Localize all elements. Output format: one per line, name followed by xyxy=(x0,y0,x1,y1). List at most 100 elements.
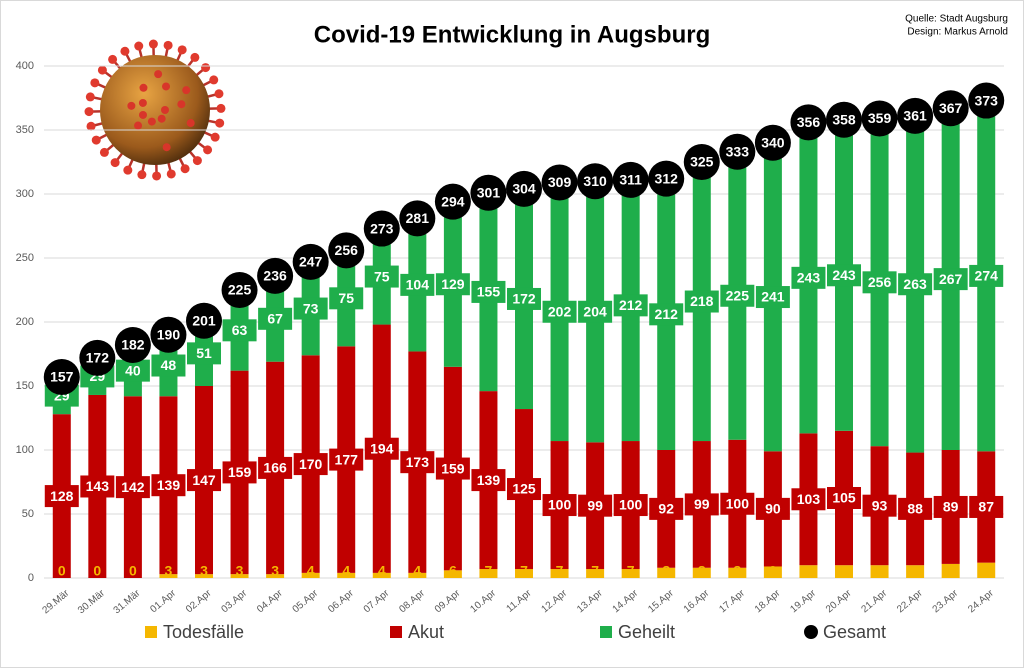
total-label: 201 xyxy=(192,312,216,328)
label-box xyxy=(400,273,435,296)
virus-spot xyxy=(162,143,171,152)
legend-swatch xyxy=(390,626,402,638)
value-label: 263 xyxy=(903,276,927,292)
virus-spike-tip xyxy=(166,169,176,179)
value-label: 90 xyxy=(765,501,781,517)
value-label: 104 xyxy=(406,277,430,293)
death-label: 4 xyxy=(378,563,386,579)
bar-0 xyxy=(230,574,249,578)
total-marker xyxy=(932,90,969,127)
virus-spike-tip xyxy=(180,164,190,174)
label-box xyxy=(649,497,684,520)
label-box xyxy=(471,280,506,303)
value-label: 147 xyxy=(192,472,216,488)
virus-spike-tip xyxy=(190,52,200,62)
total-label: 310 xyxy=(583,173,607,189)
total-marker xyxy=(79,339,116,376)
bar-0 xyxy=(692,567,711,578)
label-box xyxy=(258,307,293,330)
label-box xyxy=(258,456,293,479)
total-label: 304 xyxy=(512,181,536,197)
value-label: 103 xyxy=(797,491,821,507)
value-label: 172 xyxy=(512,291,536,307)
total-marker xyxy=(541,164,578,201)
total-marker xyxy=(434,183,471,220)
value-label: 177 xyxy=(335,451,359,467)
value-label: 202 xyxy=(548,303,572,319)
label-box xyxy=(435,273,470,296)
total-label: 367 xyxy=(939,100,963,116)
label-box xyxy=(187,342,221,365)
label-box xyxy=(755,286,790,309)
value-label: 63 xyxy=(232,322,248,338)
label-box xyxy=(898,497,933,520)
value-label: 99 xyxy=(694,496,710,512)
total-label: 359 xyxy=(868,110,892,126)
value-label: 88 xyxy=(907,501,923,517)
total-label: 340 xyxy=(761,135,785,151)
death-label: 3 xyxy=(200,563,208,579)
value-label: 75 xyxy=(338,290,354,306)
label-box xyxy=(684,493,719,516)
label-box xyxy=(862,271,897,294)
total-label: 358 xyxy=(832,111,856,127)
value-label: 125 xyxy=(512,481,536,497)
virus-spot xyxy=(127,101,136,110)
bar-0 xyxy=(515,569,533,578)
total-marker xyxy=(186,302,222,339)
value-label: 212 xyxy=(655,306,679,322)
value-label: 51 xyxy=(196,345,212,361)
value-label: 67 xyxy=(267,311,283,327)
death-label: 7 xyxy=(485,563,493,579)
virus-spot xyxy=(182,86,191,95)
total-marker xyxy=(292,243,329,280)
virus-spike-tip xyxy=(177,45,187,55)
total-marker xyxy=(648,160,685,197)
death-label: 8 xyxy=(698,563,706,579)
chart-title: Covid-19 Entwicklung in Augsburg xyxy=(314,21,710,48)
value-label: 173 xyxy=(406,454,430,470)
legend-swatch xyxy=(804,625,818,639)
death-label: 10 xyxy=(907,563,923,579)
death-label: 9 xyxy=(769,563,777,579)
value-label: 256 xyxy=(868,274,892,290)
death-label: 7 xyxy=(520,563,528,579)
total-marker xyxy=(612,161,649,198)
label-box xyxy=(364,437,399,460)
virus-spike-tip xyxy=(99,147,109,157)
total-marker xyxy=(506,170,542,207)
death-label: 4 xyxy=(413,563,421,579)
value-label: 100 xyxy=(726,495,750,511)
death-label: 4 xyxy=(307,563,315,579)
label-box xyxy=(613,494,648,517)
value-label: 159 xyxy=(228,464,252,480)
total-label: 190 xyxy=(157,327,181,343)
value-label: 139 xyxy=(157,477,181,493)
virus-spot xyxy=(177,100,186,109)
label-box xyxy=(933,495,968,518)
total-marker xyxy=(363,210,400,247)
virus-spike-tip xyxy=(85,92,95,102)
bar-0 xyxy=(657,567,676,578)
virus-spike-tip xyxy=(163,40,173,50)
label-box xyxy=(755,497,790,520)
virus-spot xyxy=(161,106,169,114)
virus-spike-tip xyxy=(203,145,213,155)
total-label: 325 xyxy=(690,154,714,170)
bar-0 xyxy=(195,574,213,578)
virus-spike-tip xyxy=(209,75,219,85)
total-label: 311 xyxy=(619,172,642,188)
total-label: 312 xyxy=(655,170,679,186)
y-tick-label: 350 xyxy=(16,124,34,136)
value-label: 93 xyxy=(872,497,888,513)
total-label: 256 xyxy=(335,242,359,258)
virus-spike-tip xyxy=(97,65,107,75)
value-label: 218 xyxy=(690,293,714,309)
label-box xyxy=(684,290,719,313)
total-marker xyxy=(683,144,720,180)
label-box xyxy=(364,265,399,288)
label-box xyxy=(578,300,613,323)
total-marker xyxy=(577,163,614,200)
virus-spot xyxy=(186,119,195,128)
value-label: 143 xyxy=(86,478,110,494)
